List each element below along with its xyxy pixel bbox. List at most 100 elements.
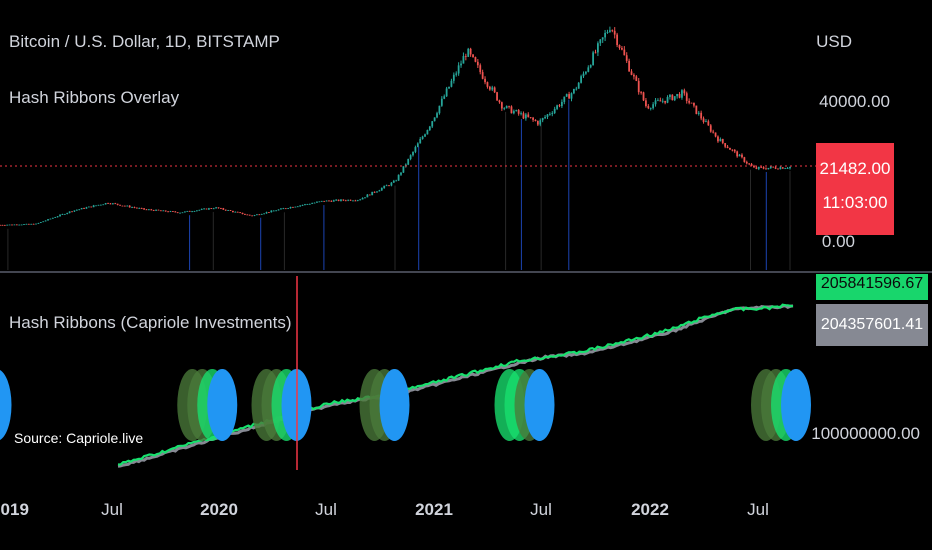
price-candle bbox=[335, 199, 338, 201]
price-candle bbox=[0, 224, 1, 226]
price-candle bbox=[726, 146, 729, 149]
price-candle bbox=[265, 212, 268, 214]
price-candle bbox=[289, 207, 292, 209]
price-candle bbox=[354, 200, 357, 202]
price-candle bbox=[510, 106, 513, 114]
price-candle bbox=[366, 194, 369, 198]
current-price-tag: 21482.00 11:03:00 bbox=[816, 143, 894, 235]
price-candle bbox=[183, 211, 186, 213]
x-tick-label: 2020 bbox=[200, 500, 238, 519]
price-candle bbox=[248, 214, 251, 216]
price-candle bbox=[66, 212, 69, 215]
price-candle bbox=[719, 139, 722, 142]
price-candle bbox=[589, 65, 592, 68]
price-candle bbox=[560, 101, 563, 107]
price-candle bbox=[464, 56, 467, 57]
price-candle bbox=[73, 210, 76, 212]
price-candle bbox=[337, 199, 340, 201]
price-candle bbox=[697, 112, 700, 114]
price-candle bbox=[630, 71, 633, 75]
price-candle bbox=[306, 204, 309, 205]
price-candle bbox=[760, 166, 763, 168]
price-candle bbox=[657, 100, 659, 102]
price-candle bbox=[654, 100, 657, 105]
price-candle bbox=[613, 30, 616, 35]
price-candle bbox=[474, 57, 477, 62]
price-candle bbox=[171, 211, 174, 213]
signal-bubble bbox=[781, 369, 811, 441]
overlay-legend[interactable]: Hash Ribbons Overlay bbox=[9, 88, 180, 107]
price-candle bbox=[97, 204, 100, 206]
price-candle bbox=[256, 214, 258, 216]
y-tick-label: 100000000.00 bbox=[811, 424, 920, 443]
price-candle bbox=[572, 88, 575, 94]
price-candle bbox=[325, 200, 328, 202]
price-candle bbox=[412, 151, 414, 156]
price-candle bbox=[191, 211, 193, 213]
price-candle bbox=[181, 212, 184, 214]
price-candle bbox=[659, 100, 662, 102]
price-candle bbox=[606, 31, 609, 33]
price-candle bbox=[167, 211, 169, 213]
price-candle bbox=[119, 204, 121, 206]
price-candle bbox=[114, 203, 117, 205]
price-candle bbox=[400, 172, 402, 175]
price-candle bbox=[332, 200, 335, 202]
signal-lines bbox=[7, 99, 791, 270]
price-candle bbox=[736, 151, 739, 157]
x-tick-label: Jul bbox=[530, 500, 552, 519]
price-candle bbox=[229, 210, 232, 212]
price-candle bbox=[402, 166, 405, 173]
price-candle bbox=[241, 212, 244, 215]
price-candle bbox=[200, 208, 203, 210]
price-candle bbox=[292, 207, 294, 208]
price-candle bbox=[416, 143, 419, 148]
price-candle bbox=[232, 210, 234, 213]
chart-title[interactable]: Bitcoin / U.S. Dollar, 1D, BITSTAMP bbox=[9, 32, 280, 51]
price-candle bbox=[676, 93, 679, 97]
price-candle bbox=[169, 211, 172, 213]
price-candle bbox=[484, 78, 486, 83]
price-candle bbox=[664, 100, 667, 103]
price-candle bbox=[512, 111, 515, 114]
price-candle bbox=[397, 174, 400, 181]
price-candle bbox=[95, 205, 97, 207]
price-candle bbox=[54, 217, 57, 219]
price-candle bbox=[748, 163, 751, 165]
price-candle bbox=[616, 34, 619, 46]
price-candle bbox=[157, 209, 160, 211]
price-candle bbox=[222, 208, 225, 210]
price-candle bbox=[539, 120, 542, 125]
price-candle bbox=[529, 117, 532, 118]
price-candle bbox=[597, 43, 599, 53]
price-candle bbox=[56, 216, 59, 218]
price-candle bbox=[481, 72, 484, 79]
signal-bubble bbox=[379, 369, 410, 441]
price-candle bbox=[498, 100, 501, 103]
price-candle bbox=[308, 203, 311, 205]
price-candle bbox=[299, 205, 302, 207]
price-candle bbox=[30, 223, 33, 225]
price-candle bbox=[647, 106, 650, 109]
price-candle bbox=[789, 166, 791, 169]
price-candle bbox=[203, 208, 206, 210]
price-candle bbox=[520, 113, 522, 115]
price-candle bbox=[284, 208, 287, 210]
current-price-value: 21482.00 bbox=[819, 159, 891, 178]
price-candle bbox=[208, 208, 210, 210]
price-candle bbox=[452, 74, 455, 81]
price-candle bbox=[349, 199, 352, 201]
price-candle bbox=[488, 86, 491, 90]
y-tick-label: 40000.00 bbox=[819, 92, 890, 111]
indicator-legend[interactable]: Hash Ribbons (Capriole Investments) bbox=[9, 313, 292, 332]
price-candle bbox=[1, 224, 4, 226]
price-candle bbox=[445, 88, 448, 97]
price-candle bbox=[376, 191, 378, 193]
price-candle bbox=[743, 157, 746, 162]
price-candle bbox=[296, 206, 299, 208]
price-candle bbox=[462, 56, 465, 64]
price-candle bbox=[577, 82, 580, 89]
price-candle bbox=[443, 96, 446, 99]
price-candle bbox=[392, 180, 395, 183]
